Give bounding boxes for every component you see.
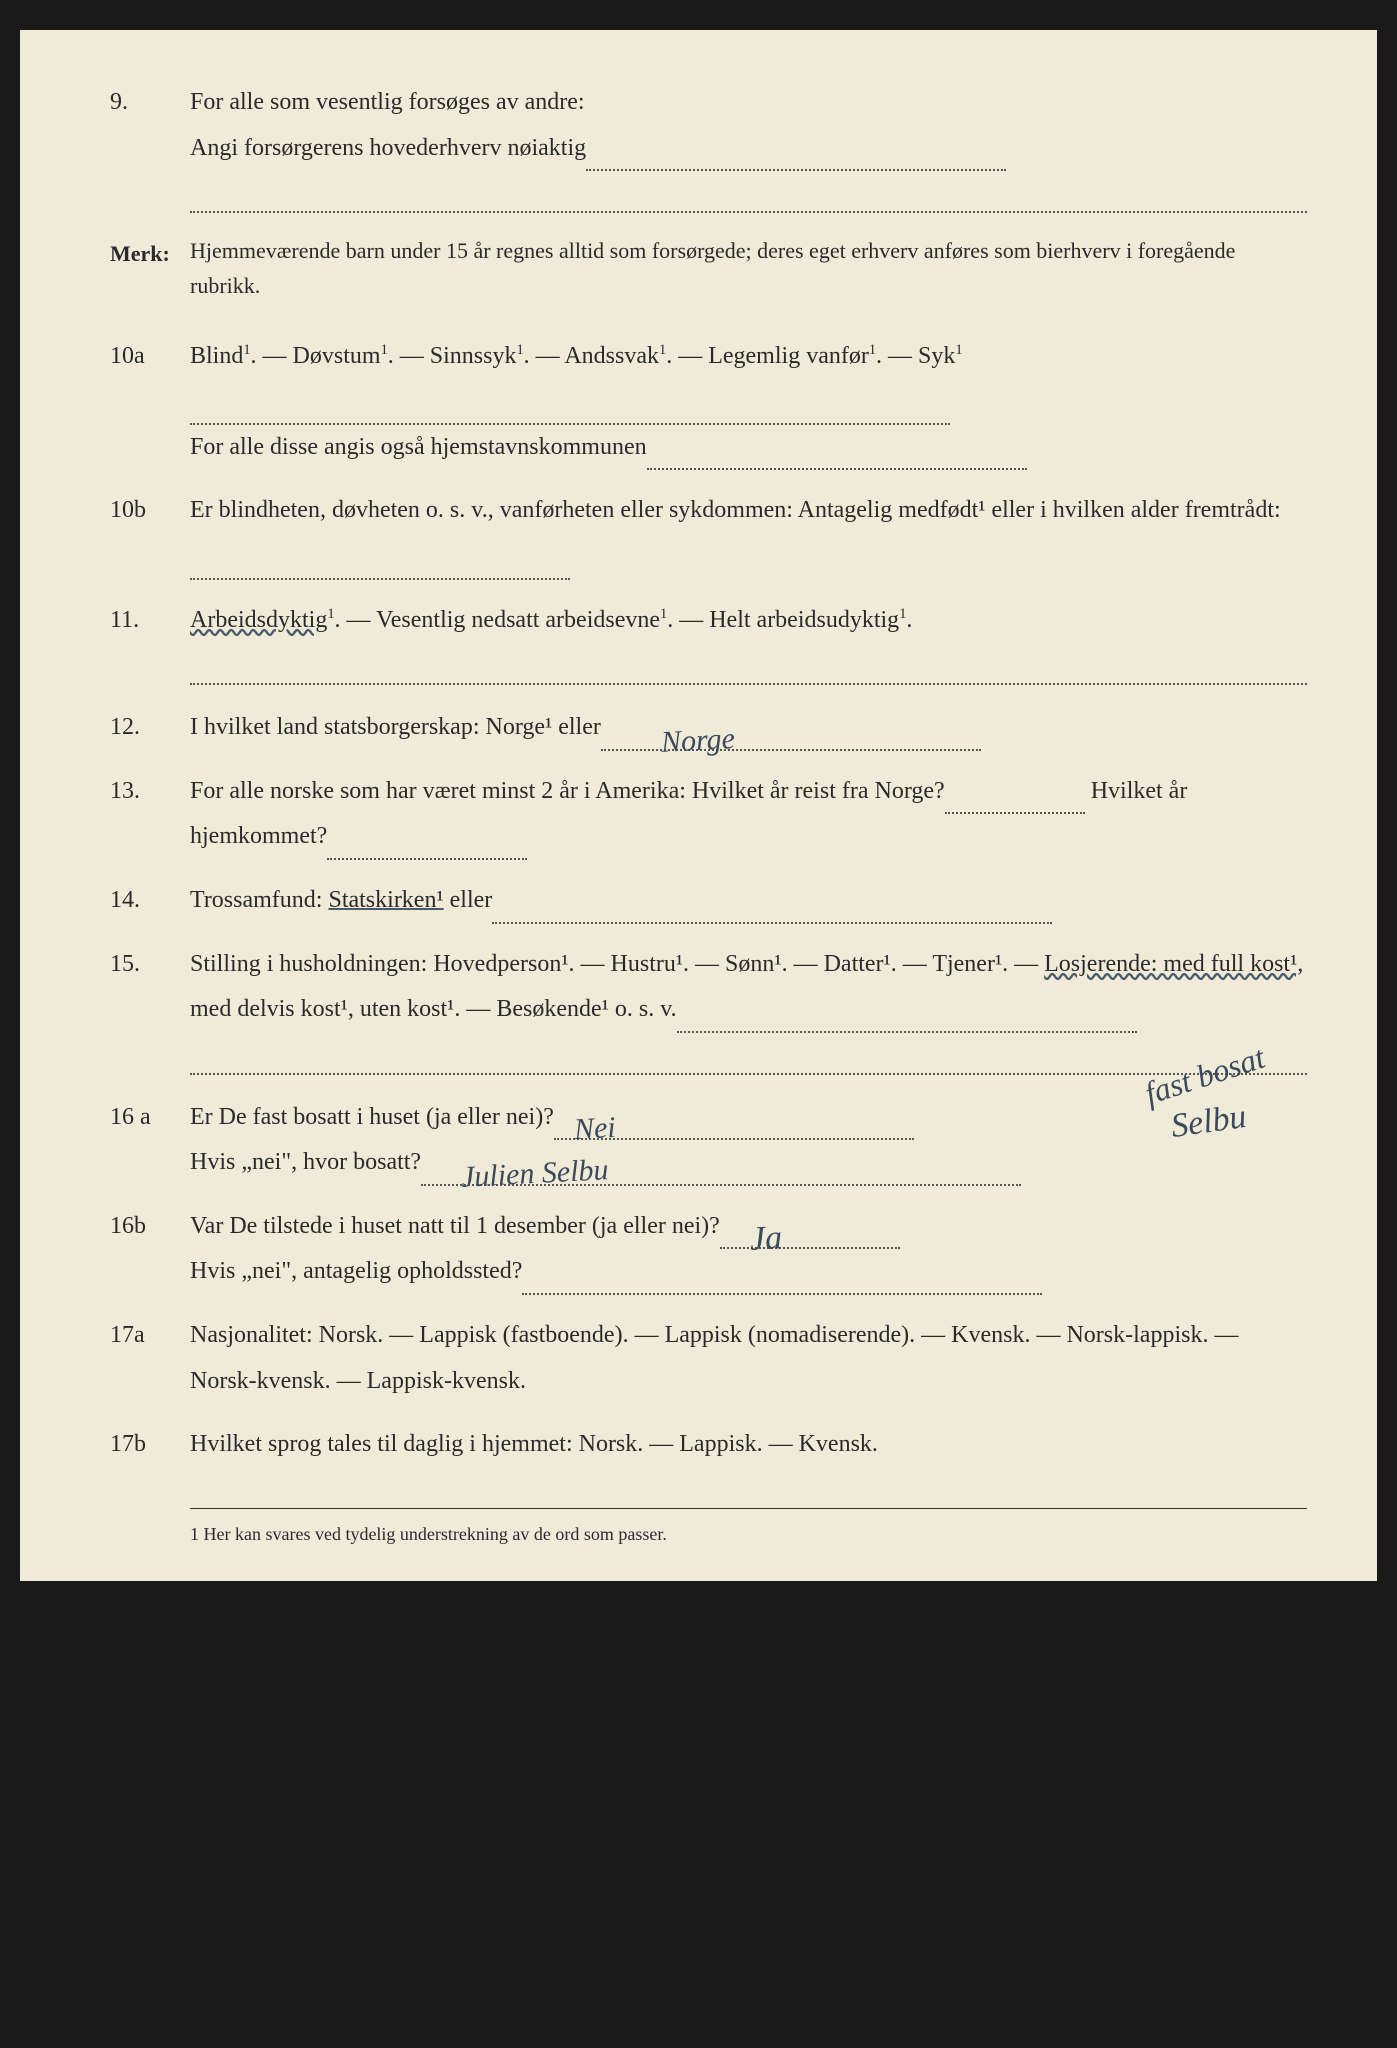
merk-text: Hjemmeværende barn under 15 år regnes al… <box>190 233 1307 303</box>
q12-content: I hvilket land statsborgerskap: Norge¹ e… <box>190 705 1307 751</box>
census-form-page: 9. For alle som vesentlig forsøges av an… <box>20 30 1377 1581</box>
q15-underlined: Losjerende: med full kost¹, <box>1044 951 1303 977</box>
q16a-blank2: Julien Selbu <box>421 1159 1021 1185</box>
q10b-blank <box>190 553 570 579</box>
q16a-content: Er De fast bosatt i huset (ja eller nei)… <box>190 1095 1307 1186</box>
q15-content: Stilling i husholdningen: Hovedperson¹. … <box>190 942 1307 1033</box>
q14-content: Trossamfund: Statskirken¹ eller <box>190 878 1307 924</box>
q10a-blank1 <box>190 398 950 424</box>
question-17b: 17b Hvilket sprog tales til daglig i hje… <box>110 1422 1307 1468</box>
q15-blank <box>677 1006 1137 1032</box>
q9-content: For alle som vesentlig forsøges av andre… <box>190 80 1307 171</box>
q10b-number: 10b <box>110 488 190 534</box>
q17b-content: Hvilket sprog tales til daglig i hjemmet… <box>190 1422 1307 1468</box>
q16b-blank2 <box>522 1269 1042 1295</box>
q16b-line2: Hvis „nei", antagelig opholdssted? <box>190 1249 1307 1295</box>
q14-number: 14. <box>110 878 190 924</box>
q10a-content: Blind1. — Døvstum1. — Sinnssyk1. — Andss… <box>190 334 1307 471</box>
q13-blank1 <box>945 788 1085 814</box>
q17a-content: Nasjonalitet: Norsk. — Lappisk (fastboen… <box>190 1313 1307 1404</box>
question-13: 13. For alle norske som har været minst … <box>110 769 1307 860</box>
q11-underlined: Arbeidsdyktig <box>190 607 327 633</box>
question-15: 15. Stilling i husholdningen: Hovedperso… <box>110 942 1307 1033</box>
q16a-blank1: Nei <box>554 1114 914 1140</box>
q16a-number: 16 a <box>110 1095 190 1141</box>
q13-number: 13. <box>110 769 190 815</box>
question-10b: 10b Er blindheten, døvheten o. s. v., va… <box>110 488 1307 579</box>
merk-note: Merk: Hjemmeværende barn under 15 år reg… <box>110 233 1307 303</box>
q10a-blank2 <box>647 444 1027 470</box>
q12-blank: Norge <box>601 724 981 750</box>
q13-blank2 <box>327 834 527 860</box>
q16b-number: 16b <box>110 1204 190 1250</box>
q15-number: 15. <box>110 942 190 988</box>
q14-underlined: Statskirken¹ <box>328 887 443 913</box>
q9-line2: Angi forsørgerens hovederhverv nøiaktig <box>190 126 1307 172</box>
q13-content: For alle norske som har været minst 2 år… <box>190 769 1307 860</box>
question-17a: 17a Nasjonalitet: Norsk. — Lappisk (fast… <box>110 1313 1307 1404</box>
footnote: 1 Her kan svares ved tydelig understrekn… <box>190 1508 1307 1551</box>
q11-number: 11. <box>110 598 190 644</box>
question-14: 14. Trossamfund: Statskirken¹ eller <box>110 878 1307 924</box>
q16b-line1: Var De tilstede i huset natt til 1 desem… <box>190 1204 1307 1250</box>
q9-blank-line <box>190 189 1307 213</box>
question-10a: 10a Blind1. — Døvstum1. — Sinnssyk1. — A… <box>110 334 1307 471</box>
q16a-hw2: Julien Selbu <box>460 1142 610 1207</box>
q12-handwritten: Norge <box>659 710 736 771</box>
q16b-hw1: Ja <box>748 1206 783 1272</box>
question-9: 9. For alle som vesentlig forsøges av an… <box>110 80 1307 171</box>
q16b-content: Var De tilstede i huset natt til 1 desem… <box>190 1204 1307 1295</box>
q17b-number: 17b <box>110 1422 190 1468</box>
q10a-line2: For alle disse angis også hjemstavnskomm… <box>190 425 1307 471</box>
q9-number: 9. <box>110 80 190 126</box>
q9-line1: For alle som vesentlig forsøges av andre… <box>190 80 1307 126</box>
q12-number: 12. <box>110 705 190 751</box>
q11-content: Arbeidsdyktig1. — Vesentlig nedsatt arbe… <box>190 598 1307 644</box>
q10a-number: 10a <box>110 334 190 380</box>
q14-blank <box>492 897 1052 923</box>
q16a-line1: Er De fast bosatt i huset (ja eller nei)… <box>190 1095 1307 1141</box>
question-11: 11. Arbeidsdyktig1. — Vesentlig nedsatt … <box>110 598 1307 644</box>
q17a-number: 17a <box>110 1313 190 1359</box>
q10b-content: Er blindheten, døvheten o. s. v., vanfør… <box>190 488 1307 579</box>
merk-label: Merk: <box>110 233 190 303</box>
q16a-margin-hw2: Selbu <box>1167 1085 1251 1159</box>
q16b-blank1: Ja <box>720 1223 900 1249</box>
q10a-options: Blind1. — Døvstum1. — Sinnssyk1. — Andss… <box>190 334 1307 425</box>
q16a-line2: Hvis „nei", hvor bosatt? Julien Selbu <box>190 1140 1307 1186</box>
question-12: 12. I hvilket land statsborgerskap: Norg… <box>110 705 1307 751</box>
q11-blank-line <box>190 661 1307 685</box>
q9-blank <box>586 145 1006 171</box>
question-16b: 16b Var De tilstede i huset natt til 1 d… <box>110 1204 1307 1295</box>
question-16a: 16 a Er De fast bosatt i huset (ja eller… <box>110 1095 1307 1186</box>
